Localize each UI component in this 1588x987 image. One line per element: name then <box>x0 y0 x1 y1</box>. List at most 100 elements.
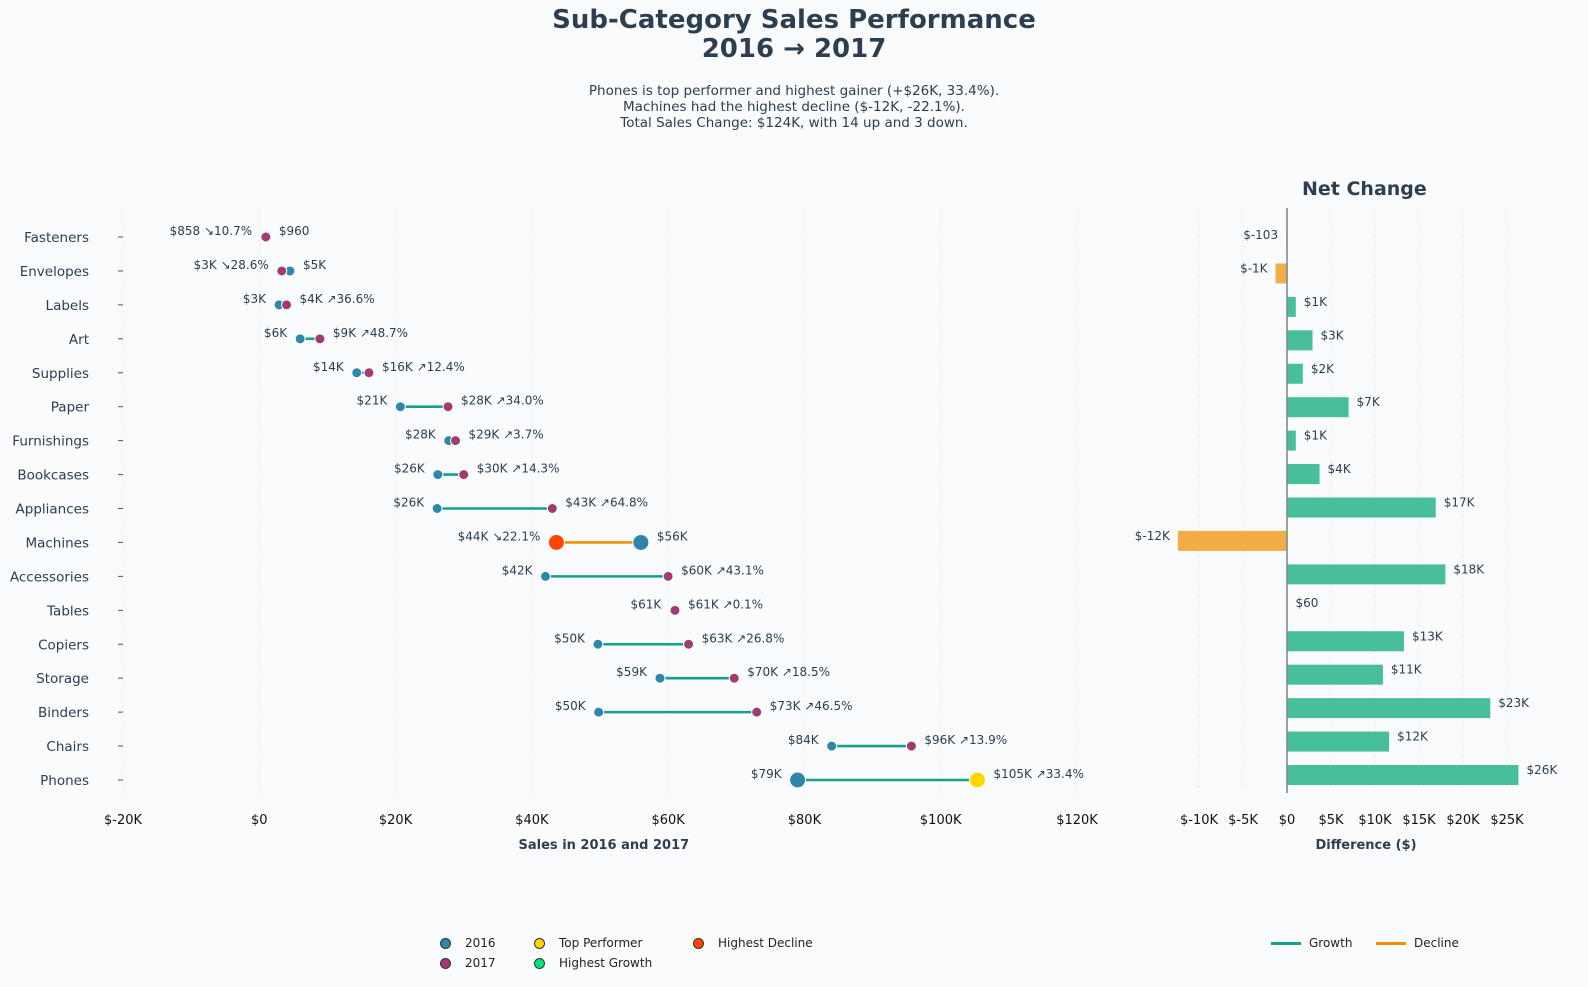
x-tick-label: $25K <box>1490 813 1524 828</box>
legend-right: Growth Decline <box>1271 936 1491 956</box>
subtitle-line: Phones is top performer and highest gain… <box>588 83 1000 99</box>
net-change-label: $1K <box>1304 295 1328 309</box>
net-change-label: $-12K <box>1135 529 1171 543</box>
value-label-left: $14K <box>313 360 345 374</box>
x-tick-label: $80K <box>788 813 822 828</box>
legend-marker <box>534 958 545 969</box>
point-2017 <box>662 570 674 582</box>
x-tick-label: $10K <box>1358 813 1392 828</box>
subtitle-line: Total Sales Change: $124K, with 14 up an… <box>620 115 968 131</box>
category-label: Appliances <box>16 502 89 518</box>
point-2016 <box>789 771 807 789</box>
point-2016 <box>432 469 444 481</box>
legend-marker <box>534 938 545 949</box>
point-2017 <box>281 299 293 311</box>
category-label: Bookcases <box>17 468 89 484</box>
category-label: Art <box>69 332 89 348</box>
value-label-right: $56K <box>657 529 689 543</box>
net-change-title: Net Change <box>1302 178 1427 200</box>
net-change-bar <box>1287 330 1313 351</box>
legend-marker <box>440 938 451 949</box>
net-change-label: $13K <box>1412 629 1444 643</box>
net-change-bar <box>1287 464 1320 485</box>
category-label: Fasteners <box>24 230 89 246</box>
legend-item-top-performer: Top Performer <box>534 936 642 950</box>
point-2017 <box>969 771 987 789</box>
net-change-bar <box>1177 530 1287 551</box>
value-label-left: $50K <box>555 699 587 713</box>
point-2016 <box>593 706 605 718</box>
category-label: Accessories <box>10 569 89 585</box>
net-change-bar <box>1287 296 1296 317</box>
net-change-label: $60 <box>1296 596 1319 610</box>
point-2017 <box>669 604 681 616</box>
value-label-left: $21K <box>357 394 389 408</box>
point-2017 <box>547 533 565 551</box>
subtitle-line: Machines had the highest decline ($-12K,… <box>623 99 965 115</box>
point-2017 <box>363 367 375 379</box>
category-label: Chairs <box>46 739 89 755</box>
legend-marker <box>1376 942 1406 945</box>
legend-label: 2016 <box>465 936 496 950</box>
x-axis-title: Sales in 2016 and 2017 <box>519 838 690 853</box>
net-change-bar <box>1287 631 1405 652</box>
value-label-right: $28K ↗34.0% <box>461 394 544 408</box>
net-change-label: $23K <box>1498 696 1530 710</box>
point-2016 <box>431 503 443 514</box>
legend-label: Top Performer <box>559 936 643 950</box>
point-2017 <box>458 469 470 481</box>
x-tick-label: $60K <box>651 813 685 828</box>
net-change-bar <box>1287 397 1349 418</box>
value-label-left: $44K ↘22.1% <box>458 529 541 543</box>
legend-label: 2017 <box>465 956 496 970</box>
point-2016 <box>592 638 604 650</box>
value-label-right: $70K ↗18.5% <box>747 665 830 679</box>
x-tick-label: $20K <box>379 813 413 828</box>
category-label: Furnishings <box>12 434 89 450</box>
value-label-left: $84K <box>788 733 820 747</box>
net-change-bar <box>1287 564 1446 585</box>
legend-label: Highest Decline <box>718 936 813 950</box>
net-change-label: $11K <box>1391 663 1423 677</box>
net-change-label: $26K <box>1526 763 1558 777</box>
value-label-left: $3K ↘28.6% <box>194 258 269 272</box>
value-label-left: $79K <box>751 767 783 781</box>
x-tick-label: $20K <box>1446 813 1480 828</box>
chart-title: Sub-Category Sales Performance 2016 → 20… <box>0 6 1588 64</box>
category-label: Envelopes <box>20 264 89 280</box>
x-tick-label: $15K <box>1402 813 1436 828</box>
value-label-right: $5K <box>303 258 327 272</box>
x-tick-label: $0 <box>1279 813 1296 828</box>
point-2017 <box>442 401 454 413</box>
value-label-right: $16K ↗12.4% <box>382 360 465 374</box>
value-label-left: $61K <box>630 597 662 611</box>
net-change-bar <box>1287 363 1303 384</box>
point-2016 <box>539 570 551 582</box>
value-label-left: $28K <box>405 428 437 442</box>
category-label: Phones <box>40 773 89 789</box>
legend-item-decline: Decline <box>1376 936 1459 950</box>
legend-label: Decline <box>1414 936 1459 950</box>
net-change-label: $-1K <box>1240 261 1269 275</box>
chart-title-line1: Sub-Category Sales Performance <box>552 5 1036 35</box>
net-change-bar <box>1287 698 1491 719</box>
point-2017 <box>683 638 695 650</box>
value-label-right: $29K ↗3.7% <box>469 428 544 442</box>
value-label-left: $59K <box>616 665 648 679</box>
legend-label: Growth <box>1309 936 1353 950</box>
legend-marker <box>693 938 704 949</box>
net-change-label: $1K <box>1304 429 1328 443</box>
point-2017 <box>751 706 763 718</box>
net-change-label: $3K <box>1321 328 1345 342</box>
value-label-right: $43K ↗64.8% <box>565 496 648 510</box>
x-tick-label: $-20K <box>104 813 143 828</box>
x-tick-label: $5K <box>1318 813 1344 828</box>
legend-item-2017: 2017 <box>440 956 496 970</box>
legend-item-growth: Growth <box>1271 936 1352 950</box>
point-2017 <box>905 740 917 752</box>
net-change-label: $18K <box>1453 562 1485 576</box>
legend-marker <box>1271 942 1301 945</box>
net-change-label: $7K <box>1357 395 1381 409</box>
legend-left: 2016 2017 Top Performer Highest Growth H… <box>440 936 860 976</box>
